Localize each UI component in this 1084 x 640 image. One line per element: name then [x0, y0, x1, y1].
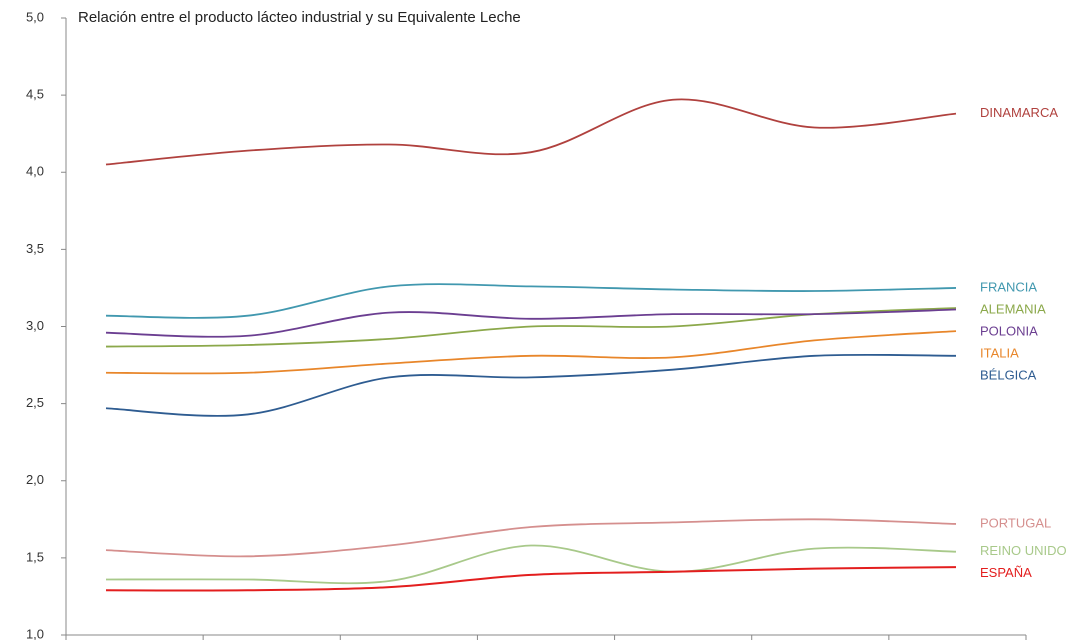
y-tick-label: 5,0 [26, 9, 44, 24]
series-label: DINAMARCA [980, 105, 1058, 120]
series-line [105, 98, 957, 166]
y-tick-label: 2,5 [26, 395, 44, 410]
y-tick-label: 4,0 [26, 164, 44, 179]
series-line [105, 566, 957, 592]
series-label: PORTUGAL [980, 515, 1051, 530]
series-line [105, 518, 957, 558]
series-label: BÉLGICA [980, 367, 1037, 382]
y-tick-label: 3,5 [26, 241, 44, 256]
series-label: REINO UNIDO [980, 543, 1067, 558]
series-label: FRANCIA [980, 279, 1037, 294]
chart-subtitle: Relación entre el producto lácteo indust… [78, 9, 521, 26]
y-tick-label: 1,0 [26, 626, 44, 640]
y-tick-label: 4,5 [26, 87, 44, 102]
y-tick-label: 1,5 [26, 549, 44, 564]
y-tick-label: 3,0 [26, 318, 44, 333]
series-label: ALEMANIA [980, 301, 1046, 316]
series-label: POLONIA [980, 323, 1038, 338]
series-label: ESPAÑA [980, 565, 1032, 580]
series-line [105, 308, 957, 338]
series-line [105, 544, 957, 585]
series-label: ITALIA [980, 345, 1019, 360]
y-tick-label: 2,0 [26, 472, 44, 487]
series-line [105, 330, 957, 375]
series-line [105, 283, 957, 319]
series-line [105, 353, 957, 417]
